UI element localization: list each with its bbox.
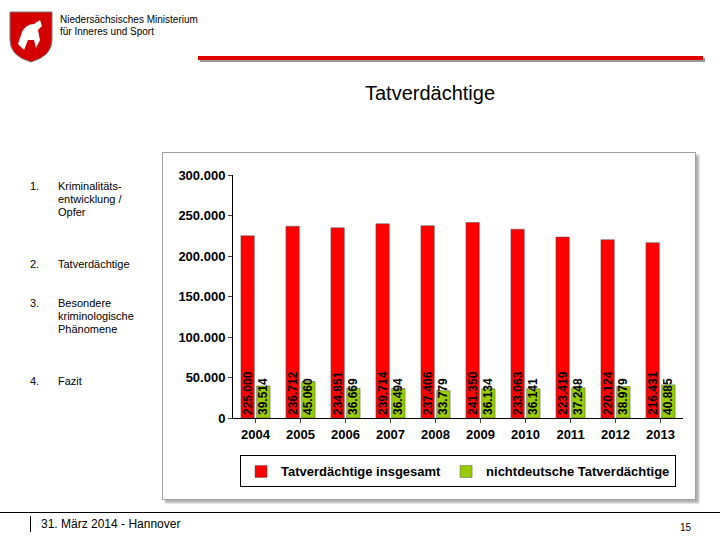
svg-text:220.124: 220.124 [601,371,615,415]
svg-text:2011: 2011 [556,427,584,442]
svg-text:38.979: 38.979 [616,378,630,415]
svg-text:236.712: 236.712 [286,371,300,415]
svg-text:Tatverdächtige insgesamt: Tatverdächtige insgesamt [281,464,441,479]
svg-text:237.406: 237.406 [421,371,435,415]
svg-text:239.714: 239.714 [376,371,390,415]
svg-text:40.885: 40.885 [661,378,675,415]
html-text:für Inneres und Sport: für Inneres und Sport [60,26,154,37]
svg-text:2008: 2008 [421,427,450,442]
svg-text:233.063: 233.063 [511,371,525,415]
svg-text:2007: 2007 [376,427,405,442]
svg-text:nichtdeutsche Tatverdächtige: nichtdeutsche Tatverdächtige [486,464,669,479]
svg-text:241.350: 241.350 [466,371,480,415]
html-text:Kriminalitäts-entwicklung / Op: Kriminalitäts-entwicklung / Opfer [58,180,122,218]
html-text:31. März 2014 - Hannover: 31. März 2014 - Hannover [41,517,181,531]
svg-text:216.431: 216.431 [646,371,660,415]
svg-text:223.419: 223.419 [556,371,570,415]
svg-text:200.000: 200.000 [178,249,225,264]
svg-text:0: 0 [218,411,225,426]
svg-text:2006: 2006 [331,427,360,442]
svg-text:33.779: 33.779 [436,378,450,415]
svg-text:225.000: 225.000 [241,371,255,415]
html-text:Fazit: Fazit [58,375,82,387]
svg-text:2010: 2010 [511,427,540,442]
svg-text:2012: 2012 [601,427,630,442]
svg-text:2009: 2009 [466,427,495,442]
svg-text:39.514: 39.514 [256,378,270,415]
svg-text:36.134: 36.134 [481,378,495,415]
svg-text:234.851: 234.851 [331,371,345,415]
html-text:1.: 1. [30,180,40,192]
svg-text:2005: 2005 [286,427,315,442]
svg-text:36.141: 36.141 [526,378,540,415]
html-text:Tatverdächtige: Tatverdächtige [58,258,130,270]
svg-text:37.248: 37.248 [571,378,585,415]
html-text:4.: 4. [30,375,40,387]
svg-text:300.000: 300.000 [178,168,225,183]
html-text:3.: 3. [30,297,40,309]
svg-text:2013: 2013 [646,427,675,442]
html-text:Besondere kriminologische Phän: Besondere kriminologische Phänomene [58,297,134,335]
svg-text:250.000: 250.000 [178,208,225,223]
svg-text:2004: 2004 [241,427,271,442]
html-text:Tatverdächtige: Tatverdächtige [365,82,495,104]
svg-text:45.060: 45.060 [301,378,315,415]
html-text:15: 15 [680,522,692,533]
svg-text:100.000: 100.000 [178,330,225,345]
svg-text:50.000: 50.000 [186,370,226,385]
svg-text:150.000: 150.000 [178,289,225,304]
html-text:Niedersächsisches Ministerium: Niedersächsisches Ministerium [60,14,198,25]
html-text:2.: 2. [30,258,40,270]
svg-text:36.494: 36.494 [391,378,405,415]
svg-text:36.669: 36.669 [346,378,360,415]
